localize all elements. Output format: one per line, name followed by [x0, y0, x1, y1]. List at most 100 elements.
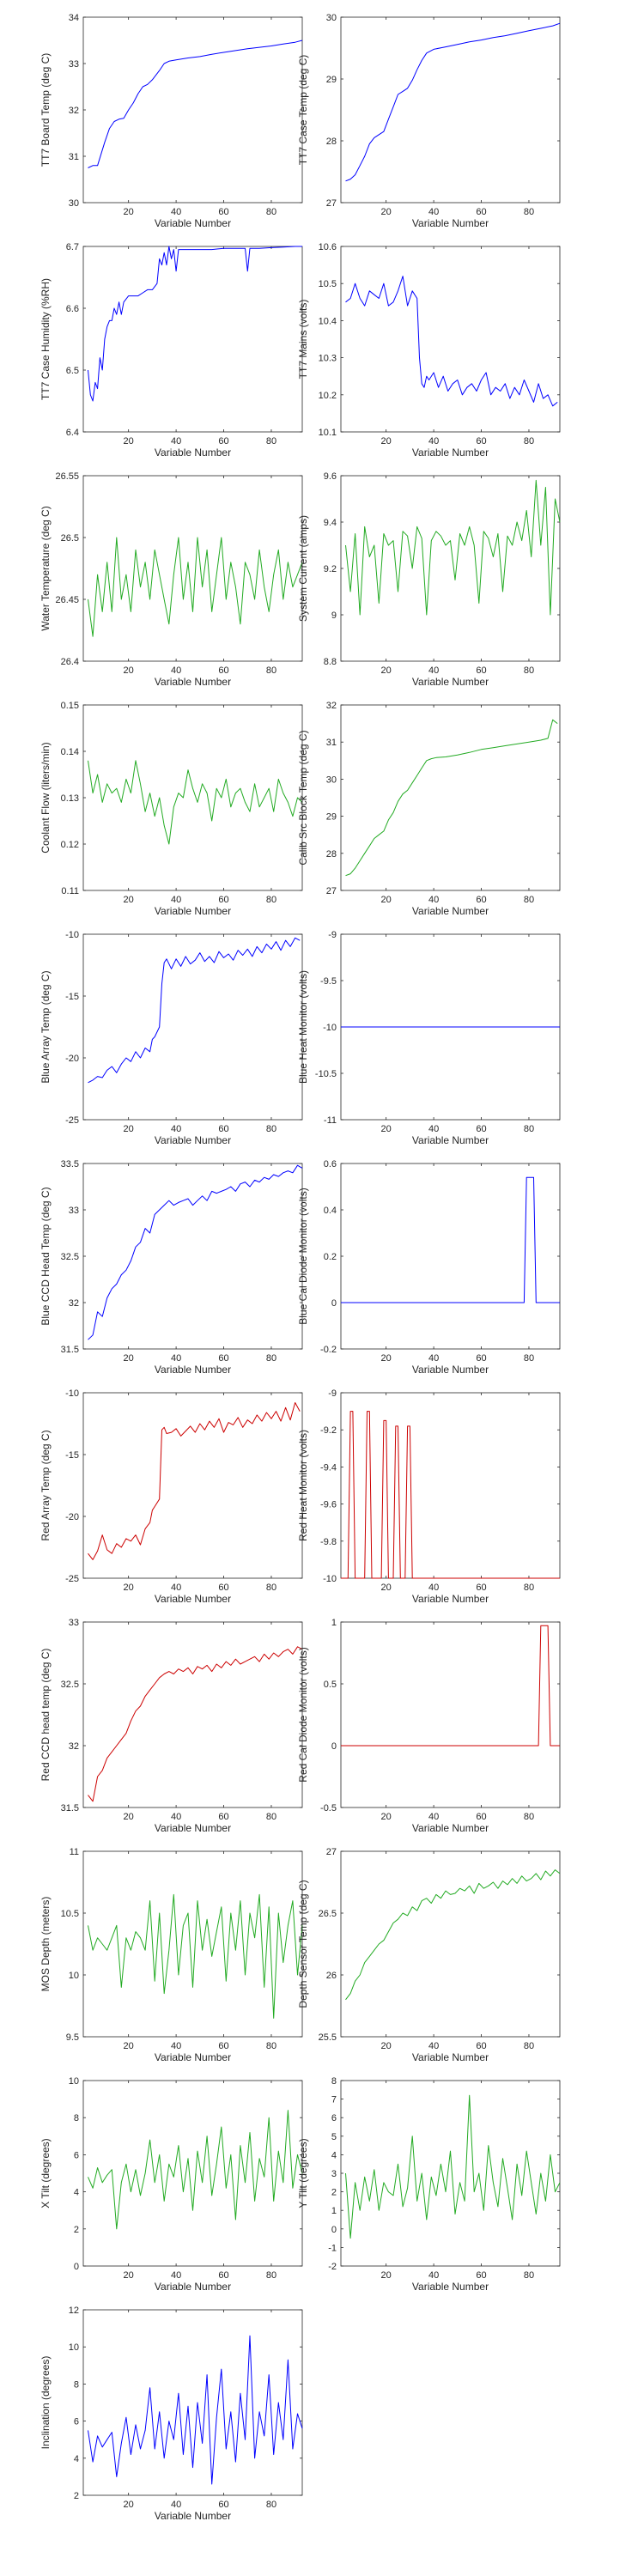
x-axis-label: Variable Number	[155, 217, 231, 229]
x-tick-label: 20	[124, 665, 134, 676]
chart-panel: 20 40 60 80 -10 -9.8 -9.6 -9.4 -9.2 -9 Variable Nu…	[297, 1388, 561, 1605]
chart-panel: 20 40 60 80 31.5 32 32.5 33 33.5 Variable Number B…	[39, 1159, 303, 1376]
y-axis-label: Y Tilt (degrees)	[297, 2138, 309, 2208]
x-tick-label: 20	[381, 2041, 392, 2051]
y-tick-label: 26.45	[55, 595, 79, 605]
x-tick-label: 60	[218, 1812, 228, 1822]
x-axis-label: Variable Number	[412, 2281, 489, 2293]
plot-frame	[340, 16, 561, 204]
chart-panel: 20 40 60 80 -11 -10.5 -10 -9.5 -9 Variable Number…	[297, 930, 561, 1146]
y-tick-label: -9.5	[320, 976, 337, 987]
y-tick-label: 10.3	[319, 354, 337, 364]
y-tick-label: -25	[65, 1574, 79, 1584]
y-tick-label: 2	[74, 2225, 79, 2235]
y-tick-label: 0	[331, 2225, 337, 2235]
x-axis-label: Variable Number	[155, 2051, 231, 2063]
y-axis-label: Blue Cal Diode Monitor (volts)	[297, 1188, 309, 1324]
y-tick-label: 10	[69, 2342, 79, 2353]
y-axis-label: X Tilt (degrees)	[39, 2138, 52, 2208]
plot-frame	[340, 475, 561, 662]
x-tick-label: 20	[381, 895, 392, 905]
x-tick-label: 80	[524, 1812, 534, 1822]
x-tick-label: 40	[171, 665, 181, 676]
y-tick-label: 9.6	[324, 471, 337, 482]
series-line	[88, 246, 302, 402]
y-tick-label: 1	[331, 2206, 337, 2216]
plot-frame	[82, 704, 303, 891]
y-tick-label: 28	[326, 849, 337, 860]
chart-panel: 20 40 60 80 26.4 26.45 26.5 26.55 Variable Numbe…	[39, 471, 303, 688]
x-axis-label: Variable Number	[155, 905, 231, 917]
x-tick-label: 60	[218, 2041, 228, 2051]
x-tick-label: 60	[218, 207, 228, 217]
y-tick-label: 33	[69, 1206, 79, 1216]
x-tick-label: 20	[381, 207, 392, 217]
y-tick-label: 5	[331, 2132, 337, 2142]
plot-frame	[340, 1621, 561, 1808]
series-line	[88, 2335, 303, 2485]
y-tick-label: -25	[65, 1115, 79, 1126]
x-tick-label: 40	[171, 895, 181, 905]
y-tick-label: -2	[328, 2262, 337, 2272]
y-tick-label: 8	[74, 2113, 79, 2123]
y-tick-label: 4	[74, 2188, 79, 2198]
y-tick-label: 0.11	[61, 886, 79, 896]
chart-panel: 20 40 60 80 -25 -20 -15 -10 Variable Number Blue …	[39, 930, 303, 1146]
y-axis-label: Blue Heat Monitor (volts)	[297, 970, 309, 1084]
y-tick-label: 33	[69, 59, 79, 70]
x-tick-label: 80	[266, 1812, 276, 1822]
series-line	[88, 760, 303, 845]
x-tick-label: 40	[428, 895, 439, 905]
y-tick-label: 6	[331, 2113, 337, 2123]
x-tick-label: 80	[524, 2270, 534, 2281]
y-tick-label: 4	[74, 2454, 79, 2464]
y-tick-label: 0	[74, 2262, 79, 2272]
x-tick-label: 60	[218, 1124, 228, 1134]
y-axis-label: Red CCD head temp (deg C)	[39, 1649, 52, 1782]
x-tick-label: 80	[266, 665, 276, 676]
x-tick-label: 80	[524, 1583, 534, 1593]
y-tick-label: 32	[69, 1741, 79, 1752]
x-tick-label: 60	[218, 895, 228, 905]
x-axis-label: Variable Number	[412, 217, 489, 229]
series-line	[341, 1411, 560, 1579]
chart-panel: 20 40 60 80 31.5 32 32.5 33 Variable Number Red C…	[39, 1618, 303, 1834]
chart-panel: 20 40 60 80 2 4 6 8 10 12 Variable Number Inclinati…	[39, 2306, 303, 2522]
x-tick-label: 40	[171, 2041, 181, 2051]
chart-panel: 20 40 60 80 0.11 0.12 0.13 0.14 0.15 Variable Num…	[39, 701, 303, 917]
x-tick-label: 60	[218, 1583, 228, 1593]
plot-frame	[82, 16, 303, 204]
x-tick-label: 80	[266, 2500, 276, 2510]
y-tick-label: 10	[69, 1971, 79, 1981]
x-tick-label: 40	[171, 2500, 181, 2510]
y-tick-label: -9	[328, 1388, 337, 1399]
plot-frame	[82, 933, 303, 1121]
y-tick-label: 10.6	[319, 242, 337, 252]
y-axis-label: System Current (amps)	[297, 515, 309, 622]
chart-panel: 20 40 60 80 6.4 6.5 6.6 6.7 Variable Number TT7 C…	[39, 242, 303, 459]
y-tick-label: -9	[328, 930, 337, 940]
x-tick-label: 60	[476, 1583, 486, 1593]
y-tick-label: -10	[65, 1388, 79, 1399]
series-line	[341, 1176, 560, 1303]
y-tick-label: 0.15	[61, 701, 79, 711]
x-tick-label: 60	[476, 436, 486, 447]
x-tick-label: 80	[266, 1124, 276, 1134]
series-line	[88, 39, 303, 168]
y-tick-label: 0.6	[324, 1159, 337, 1170]
x-axis-label: Variable Number	[412, 447, 489, 459]
x-tick-label: 60	[476, 1124, 486, 1134]
y-tick-label: 28	[326, 137, 337, 147]
x-axis-label: Variable Number	[155, 1593, 231, 1605]
y-axis-label: MOS Depth (meters)	[39, 1897, 52, 1992]
x-tick-label: 20	[124, 436, 134, 447]
series-line	[345, 1869, 561, 2001]
y-tick-label: 30	[326, 775, 337, 785]
x-tick-label: 20	[124, 1353, 134, 1364]
x-tick-label: 40	[428, 665, 439, 676]
y-axis-label: Depth Sensor Temp (deg C)	[297, 1880, 309, 2008]
y-tick-label: 3	[331, 2169, 337, 2179]
y-tick-label: 8	[74, 2379, 79, 2390]
plot-frame	[82, 475, 303, 662]
